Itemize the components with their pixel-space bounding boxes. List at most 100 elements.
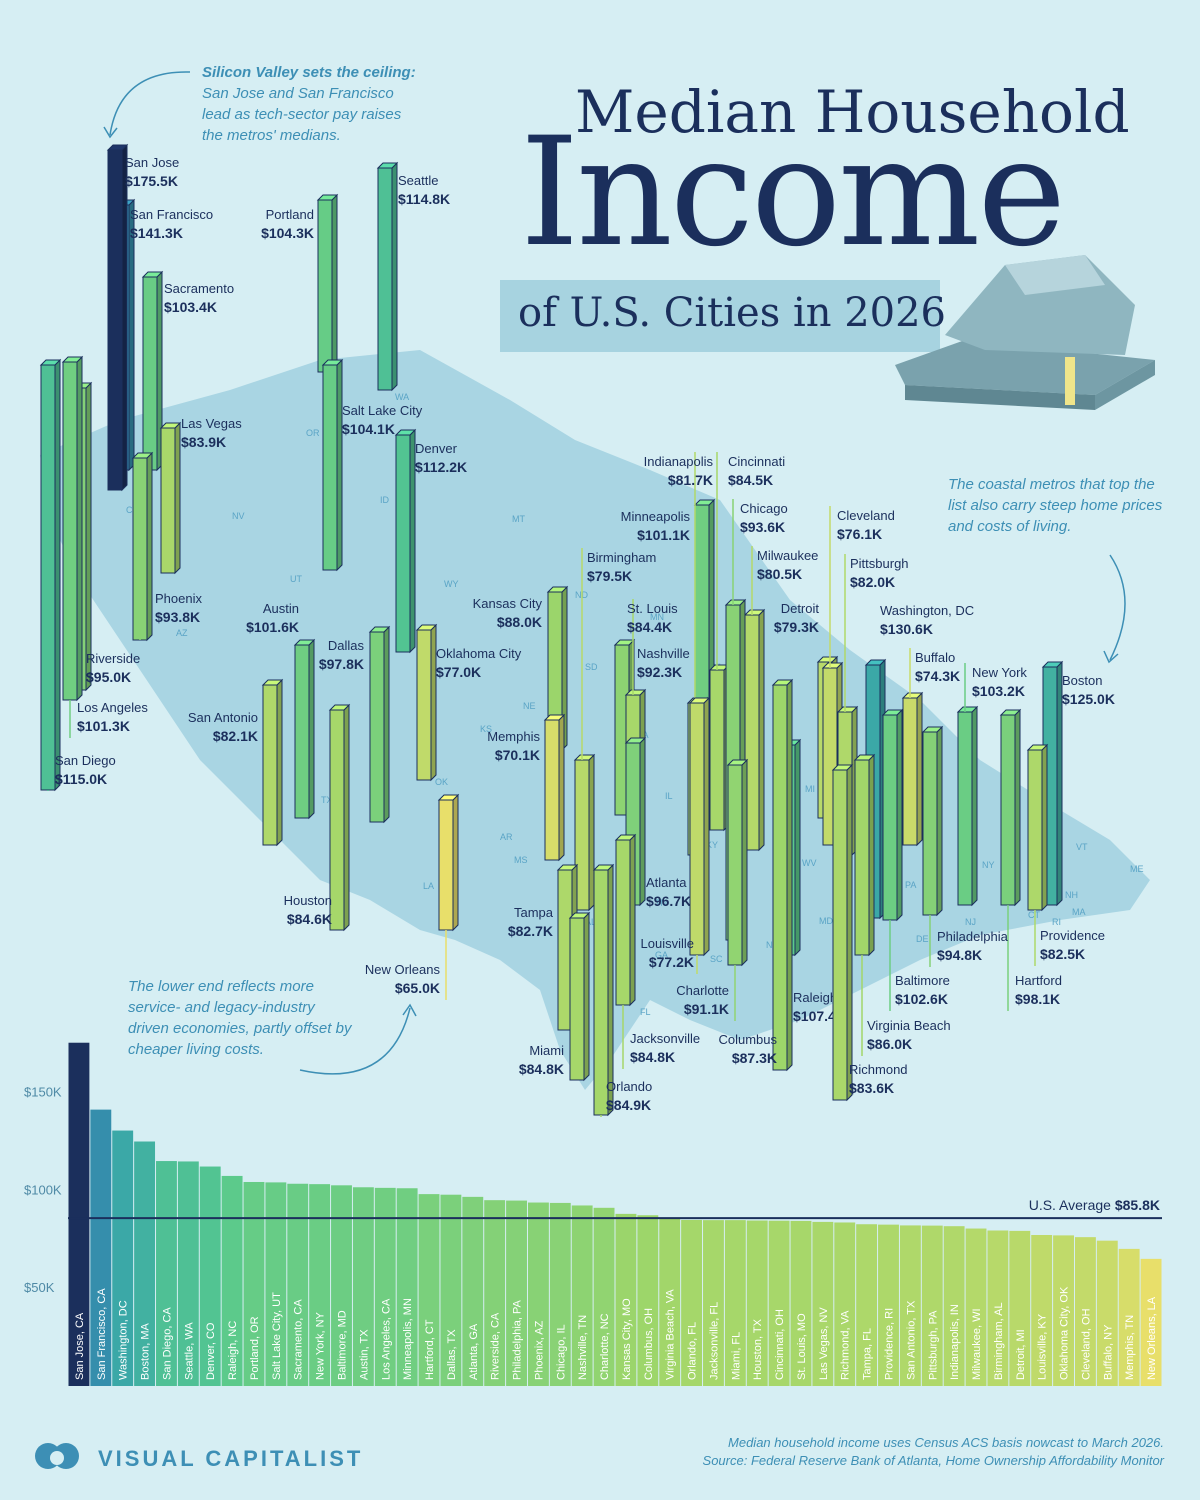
category-label-milwaukee-wi: Milwaukee, WI <box>971 1308 983 1380</box>
city-value-chicago: $93.6K <box>740 519 785 535</box>
bar-boston-ma <box>134 1141 156 1386</box>
category-label-charlotte-nc: Charlotte, NC <box>599 1313 611 1380</box>
state-ne: NE <box>523 701 536 711</box>
city-name-tampa: Tampa <box>514 905 554 920</box>
state-de: DE <box>916 934 929 944</box>
money-stack-icon <box>895 255 1155 410</box>
city-value-nashville: $92.3K <box>637 664 682 680</box>
category-label-chicago-il: Chicago, IL <box>555 1324 567 1380</box>
category-label-cincinnati-oh: Cincinnati, OH <box>774 1309 786 1380</box>
pillar-louisville: Louisville $77.2K <box>641 696 711 974</box>
pillar-oklahoma-city: Oklahoma City $77.0K <box>415 623 522 782</box>
pillar-birmingham: Birmingham $79.5K <box>573 548 656 912</box>
city-name-chicago: Chicago <box>740 501 788 516</box>
city-pillars: Portland $104.3K Seattle $114.8K San Francis… <box>39 143 1115 1117</box>
category-label-buffalo-ny: Buffalo, NY <box>1102 1324 1114 1380</box>
city-name-seattle: Seattle <box>398 173 438 188</box>
bar-phoenix-az <box>527 1202 549 1386</box>
city-name-buffalo: Buffalo <box>915 650 955 665</box>
state-md: MD <box>819 916 833 926</box>
category-label-houston-tx: Houston, TX <box>752 1318 764 1380</box>
state-nh: NH <box>1065 890 1078 900</box>
brand-name: VISUAL CAPITALIST <box>98 1446 364 1471</box>
city-name-san-francisco: San Francisco <box>130 207 213 222</box>
bar-minneapolis-mn <box>396 1188 418 1386</box>
pillar-salt-lake-city: Salt Lake City $104.1K <box>321 358 423 572</box>
pillar-san-jose: San Jose $175.5K <box>106 143 179 492</box>
city-value-baltimore: $102.6K <box>895 991 948 1007</box>
category-label-los-angeles-ca: Los Angeles, CA <box>380 1298 392 1380</box>
pillar-houston: Houston $84.6K <box>284 703 351 932</box>
bar-tampa-fl <box>856 1224 878 1386</box>
city-name-louisville: Louisville <box>641 936 694 951</box>
pillar-memphis: Memphis $70.1K <box>487 713 566 862</box>
pillar-new-york: New York $103.2K <box>956 663 1027 907</box>
state-mn: MN <box>650 612 664 622</box>
bar-san-antonio-tx <box>899 1225 921 1386</box>
city-name-indianapolis: Indianapolis <box>644 454 714 469</box>
y-tick-100: $100K <box>24 1182 62 1197</box>
city-value-minneapolis: $101.1K <box>637 527 690 543</box>
city-value-phoenix: $93.8K <box>155 609 200 625</box>
source-note-line2: Source: Federal Reserve Bank of Atlanta,… <box>702 1453 1164 1468</box>
city-value-st-louis: $84.4K <box>627 619 672 635</box>
state-az: AZ <box>176 628 188 638</box>
city-name-san-jose: San Jose <box>125 155 179 170</box>
city-value-new-orleans: $65.0K <box>395 980 440 996</box>
bar-charlotte-nc <box>593 1207 615 1386</box>
city-name-salt-lake-city: Salt Lake City <box>342 403 423 418</box>
bar-austin-tx <box>352 1187 374 1386</box>
category-label-baltimore-md: Baltimore, MD <box>337 1310 349 1380</box>
state-mt: MT <box>512 514 525 524</box>
pillar-providence: Providence $82.5K <box>1026 743 1105 966</box>
visual-capitalist-logo-icon <box>35 1443 79 1469</box>
category-label-austin-tx: Austin, TX <box>358 1329 370 1380</box>
annotation-silicon-valley: Silicon Valley sets the ceiling: San Jos… <box>202 64 416 144</box>
category-label-virginia-beach-va: Virginia Beach, VA <box>665 1289 677 1380</box>
annotation-lower-end: The lower end reflects more service- and… <box>128 978 352 1058</box>
pillar-seattle: Seattle $114.8K <box>376 161 450 392</box>
bar-jacksonville-fl <box>703 1220 724 1386</box>
pillar-richmond: Richmond $83.6K <box>831 763 908 1102</box>
category-label-phoenix-az: Phoenix, AZ <box>533 1320 545 1380</box>
pillar-miami: Miami $84.8K <box>519 911 591 1082</box>
city-value-richmond: $83.6K <box>849 1080 894 1096</box>
city-value-hartford: $98.1K <box>1015 991 1060 1007</box>
city-name-baltimore: Baltimore <box>895 973 950 988</box>
city-value-salt-lake-city: $104.1K <box>342 421 395 437</box>
title-line3: of U.S. Cities in 2026 <box>518 290 947 336</box>
category-label-sacramento-ca: Sacramento, CA <box>293 1299 305 1380</box>
title-line2: Income <box>520 106 1066 280</box>
city-value-sacramento: $103.4K <box>164 299 217 315</box>
city-name-st-louis: St. Louis <box>627 601 678 616</box>
pillar-orlando: Orlando $84.9K <box>592 863 652 1117</box>
city-value-portland: $104.3K <box>261 225 314 241</box>
city-value-pittsburgh: $82.0K <box>850 574 895 590</box>
state-tx: TX <box>321 795 333 805</box>
city-name-las-vegas: Las Vegas <box>181 416 242 431</box>
state-sc: SC <box>710 954 723 964</box>
bar-las-vegas-nv <box>812 1221 834 1386</box>
city-value-kansas-city: $88.0K <box>497 614 542 630</box>
city-name-cincinnati: Cincinnati <box>728 454 785 469</box>
city-name-los-angeles: Los Angeles <box>77 700 148 715</box>
city-value-austin: $101.6K <box>246 619 299 635</box>
bar-st-louis-mo <box>790 1220 812 1386</box>
state-vt: VT <box>1076 842 1088 852</box>
category-label-denver-co: Denver, CO <box>205 1322 217 1380</box>
bar-detroit-mi <box>1009 1230 1031 1386</box>
city-value-tampa: $82.7K <box>508 923 553 939</box>
state-ar: AR <box>500 832 513 842</box>
state-ca: CA <box>126 505 139 515</box>
city-value-buffalo: $74.3K <box>915 668 960 684</box>
city-value-dallas: $97.8K <box>319 656 364 672</box>
city-value-los-angeles: $101.3K <box>77 718 130 734</box>
bar-los-angeles-ca <box>374 1187 396 1386</box>
city-value-birmingham: $79.5K <box>587 568 632 584</box>
bar-salt-lake-city-ut <box>265 1182 287 1386</box>
city-value-san-antonio: $82.1K <box>213 728 258 744</box>
city-value-san-diego: $115.0K <box>55 771 107 787</box>
city-name-riverside: Riverside <box>86 651 140 666</box>
